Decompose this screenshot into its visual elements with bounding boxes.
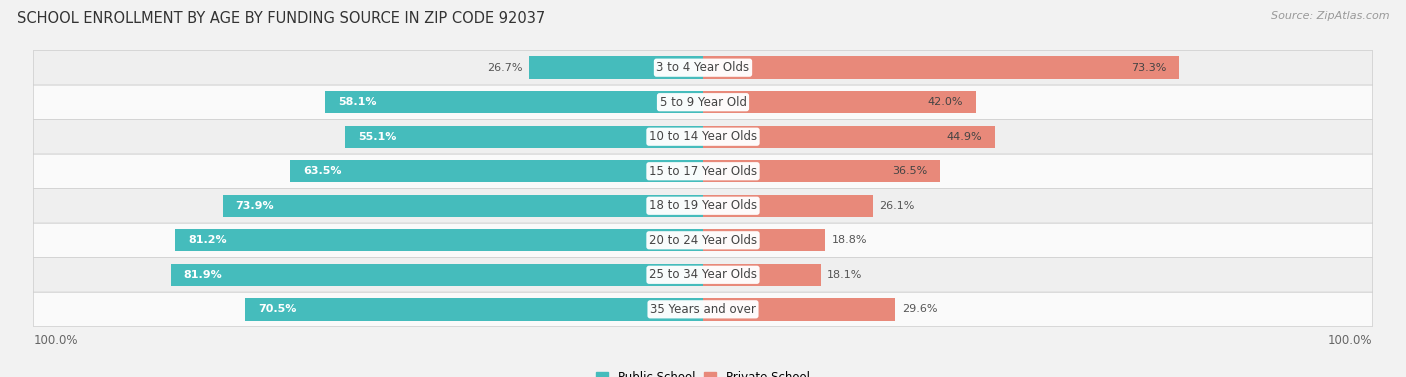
Bar bbox=[703, 126, 995, 148]
Text: SCHOOL ENROLLMENT BY AGE BY FUNDING SOURCE IN ZIP CODE 92037: SCHOOL ENROLLMENT BY AGE BY FUNDING SOUR… bbox=[17, 11, 546, 26]
Text: 18.1%: 18.1% bbox=[827, 270, 862, 280]
Text: 81.9%: 81.9% bbox=[184, 270, 222, 280]
Text: 10 to 14 Year Olds: 10 to 14 Year Olds bbox=[650, 130, 756, 143]
Text: 70.5%: 70.5% bbox=[257, 304, 297, 314]
FancyBboxPatch shape bbox=[34, 85, 1372, 120]
Text: 81.2%: 81.2% bbox=[188, 235, 226, 245]
Bar bbox=[703, 57, 1180, 79]
Text: 55.1%: 55.1% bbox=[359, 132, 396, 142]
Text: 73.3%: 73.3% bbox=[1130, 63, 1167, 73]
Text: Source: ZipAtlas.com: Source: ZipAtlas.com bbox=[1271, 11, 1389, 21]
FancyBboxPatch shape bbox=[34, 257, 1372, 292]
Text: 26.7%: 26.7% bbox=[488, 63, 523, 73]
Text: 100.0%: 100.0% bbox=[1327, 334, 1372, 347]
FancyBboxPatch shape bbox=[34, 154, 1372, 188]
Bar bbox=[703, 229, 825, 251]
Bar bbox=[703, 195, 873, 217]
FancyBboxPatch shape bbox=[34, 188, 1372, 223]
Text: 3 to 4 Year Olds: 3 to 4 Year Olds bbox=[657, 61, 749, 74]
Text: 42.0%: 42.0% bbox=[928, 97, 963, 107]
Text: 18.8%: 18.8% bbox=[832, 235, 868, 245]
Bar bbox=[170, 264, 703, 286]
Text: 44.9%: 44.9% bbox=[946, 132, 981, 142]
Bar bbox=[245, 298, 703, 320]
Text: 15 to 17 Year Olds: 15 to 17 Year Olds bbox=[650, 165, 756, 178]
FancyBboxPatch shape bbox=[34, 223, 1372, 257]
Bar bbox=[530, 57, 703, 79]
Text: 36.5%: 36.5% bbox=[891, 166, 927, 176]
Bar bbox=[703, 91, 976, 113]
FancyBboxPatch shape bbox=[34, 292, 1372, 326]
Text: 35 Years and over: 35 Years and over bbox=[650, 303, 756, 316]
FancyBboxPatch shape bbox=[34, 120, 1372, 154]
Text: 20 to 24 Year Olds: 20 to 24 Year Olds bbox=[650, 234, 756, 247]
Text: 26.1%: 26.1% bbox=[879, 201, 914, 211]
Bar bbox=[222, 195, 703, 217]
Bar bbox=[176, 229, 703, 251]
Bar bbox=[290, 160, 703, 182]
Text: 73.9%: 73.9% bbox=[236, 201, 274, 211]
FancyBboxPatch shape bbox=[34, 51, 1372, 85]
Text: 18 to 19 Year Olds: 18 to 19 Year Olds bbox=[650, 199, 756, 212]
Legend: Public School, Private School: Public School, Private School bbox=[592, 366, 814, 377]
Bar bbox=[703, 298, 896, 320]
Text: 25 to 34 Year Olds: 25 to 34 Year Olds bbox=[650, 268, 756, 281]
Text: 100.0%: 100.0% bbox=[34, 334, 79, 347]
Bar bbox=[344, 126, 703, 148]
Text: 63.5%: 63.5% bbox=[304, 166, 342, 176]
Text: 29.6%: 29.6% bbox=[901, 304, 938, 314]
Bar bbox=[325, 91, 703, 113]
Bar bbox=[703, 160, 941, 182]
Text: 5 to 9 Year Old: 5 to 9 Year Old bbox=[659, 96, 747, 109]
Text: 58.1%: 58.1% bbox=[339, 97, 377, 107]
Bar bbox=[703, 264, 821, 286]
